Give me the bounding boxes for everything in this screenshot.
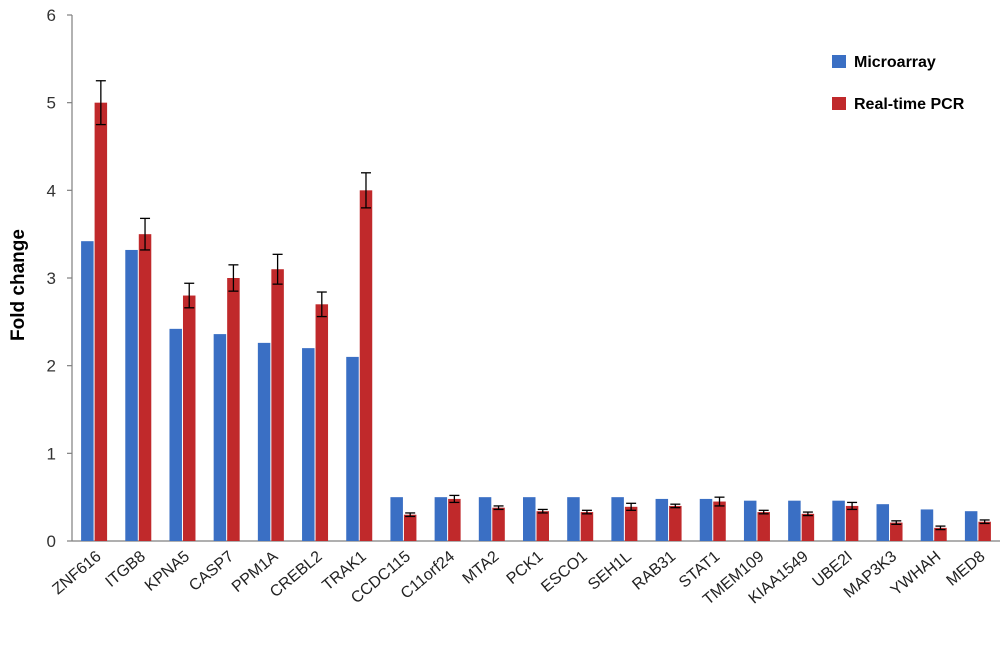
bar-real-time-pcr bbox=[271, 269, 284, 541]
bar-real-time-pcr bbox=[227, 278, 240, 541]
bar-real-time-pcr bbox=[890, 522, 903, 541]
x-tick-label: ESCO1 bbox=[538, 548, 591, 596]
bar-real-time-pcr bbox=[138, 234, 152, 541]
bar-microarray bbox=[920, 509, 934, 541]
bar-real-time-pcr bbox=[845, 505, 859, 541]
bar-microarray bbox=[788, 500, 801, 541]
bar-real-time-pcr bbox=[934, 527, 947, 541]
bar-microarray bbox=[257, 342, 271, 541]
bar-microarray bbox=[81, 241, 94, 541]
bar-real-time-pcr bbox=[315, 304, 329, 541]
bar-real-time-pcr bbox=[536, 511, 549, 541]
y-tick-label: 1 bbox=[47, 444, 56, 463]
x-tick-label: RAB31 bbox=[629, 548, 679, 594]
y-axis-label: Fold change bbox=[8, 229, 29, 341]
bar-real-time-pcr bbox=[757, 512, 770, 541]
bar-microarray bbox=[743, 500, 757, 541]
bar-microarray bbox=[832, 500, 845, 541]
x-tick-label: KPNA5 bbox=[142, 548, 193, 595]
bar-microarray bbox=[213, 334, 227, 541]
legend: Microarray Real-time PCR bbox=[832, 54, 965, 113]
bar-real-time-pcr bbox=[403, 514, 417, 541]
bar-microarray bbox=[655, 498, 669, 541]
x-tick-label: ZNF616 bbox=[49, 548, 104, 598]
bars bbox=[81, 102, 991, 542]
y-tick-label: 6 bbox=[47, 6, 56, 25]
bar-real-time-pcr bbox=[492, 507, 505, 541]
bar-real-time-pcr bbox=[801, 513, 815, 541]
bar-microarray bbox=[169, 328, 182, 541]
bar-microarray bbox=[876, 504, 890, 541]
y-tick-label: 2 bbox=[47, 357, 56, 376]
x-tick-label: SEH1L bbox=[585, 548, 635, 594]
x-tick-label: ITGB8 bbox=[103, 548, 149, 591]
bar-microarray bbox=[390, 497, 403, 541]
bar-real-time-pcr bbox=[94, 102, 108, 542]
legend-swatch-real-time-pcr bbox=[832, 97, 846, 110]
bar-microarray bbox=[611, 497, 624, 541]
x-tick-label: MTA2 bbox=[460, 548, 503, 588]
bar-real-time-pcr bbox=[448, 498, 461, 541]
bar-real-time-pcr bbox=[624, 506, 638, 541]
bar-microarray bbox=[964, 511, 978, 541]
bar-real-time-pcr bbox=[359, 190, 373, 542]
bar-microarray bbox=[346, 356, 359, 541]
bar-microarray bbox=[567, 497, 580, 541]
y-tick-label: 4 bbox=[47, 181, 56, 200]
bar-real-time-pcr bbox=[713, 501, 726, 541]
y-tick-label: 5 bbox=[47, 94, 56, 113]
bar-microarray bbox=[434, 497, 448, 541]
x-tick-label: YWHAH bbox=[888, 548, 945, 599]
bar-microarray bbox=[699, 498, 713, 541]
x-tick-label: MED8 bbox=[943, 548, 988, 590]
bar-real-time-pcr bbox=[978, 521, 991, 541]
y-tick-label: 3 bbox=[47, 269, 56, 288]
category-labels: ZNF616ITGB8KPNA5CASP7PPM1ACREBL2TRAK1CCD… bbox=[49, 548, 988, 609]
legend-label-real-time-pcr: Real-time PCR bbox=[854, 96, 965, 113]
bar-microarray bbox=[478, 497, 492, 541]
bar-real-time-pcr bbox=[669, 505, 682, 541]
bar-microarray bbox=[125, 249, 138, 542]
bar-microarray bbox=[302, 348, 315, 541]
legend-swatch-microarray bbox=[832, 55, 846, 68]
y-tick-label: 0 bbox=[47, 532, 56, 551]
bar-real-time-pcr bbox=[182, 295, 196, 541]
bar-microarray bbox=[523, 497, 536, 541]
error-bars bbox=[95, 80, 990, 531]
axes: 0 1 2 3 4 5 6 bbox=[47, 6, 1000, 551]
bar-real-time-pcr bbox=[580, 512, 594, 541]
legend-label-microarray: Microarray bbox=[854, 54, 936, 71]
x-tick-label: CASP7 bbox=[186, 548, 237, 595]
